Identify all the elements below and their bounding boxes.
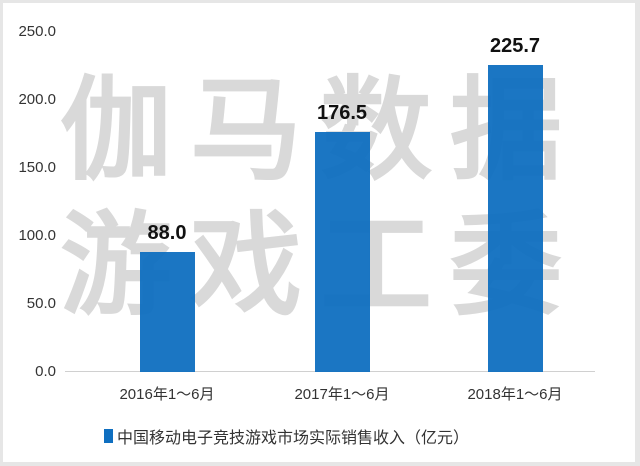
legend-label: 中国移动电子竞技游戏市场实际销售收入（亿元）	[117, 424, 469, 448]
legend-swatch	[104, 429, 113, 443]
bar	[488, 65, 543, 372]
bar-value-label: 88.0	[107, 222, 227, 245]
bar	[140, 252, 195, 372]
bar	[315, 132, 370, 372]
x-category-label: 2016年1～6月	[87, 383, 247, 404]
y-tick-label: 250.0	[0, 23, 56, 40]
y-tick-label: 150.0	[0, 159, 56, 176]
y-tick-label: 100.0	[0, 227, 56, 244]
y-tick-label: 50.0	[0, 295, 56, 312]
bar-value-label: 176.5	[282, 102, 402, 125]
x-category-label: 2018年1～6月	[435, 383, 595, 404]
y-tick-label: 200.0	[0, 91, 56, 108]
x-category-label: 2017年1～6月	[262, 383, 422, 404]
bar-value-label: 225.7	[455, 35, 575, 58]
legend: 中国移动电子竞技游戏市场实际销售收入（亿元）	[104, 424, 469, 448]
y-tick-label: 0.0	[0, 363, 56, 380]
